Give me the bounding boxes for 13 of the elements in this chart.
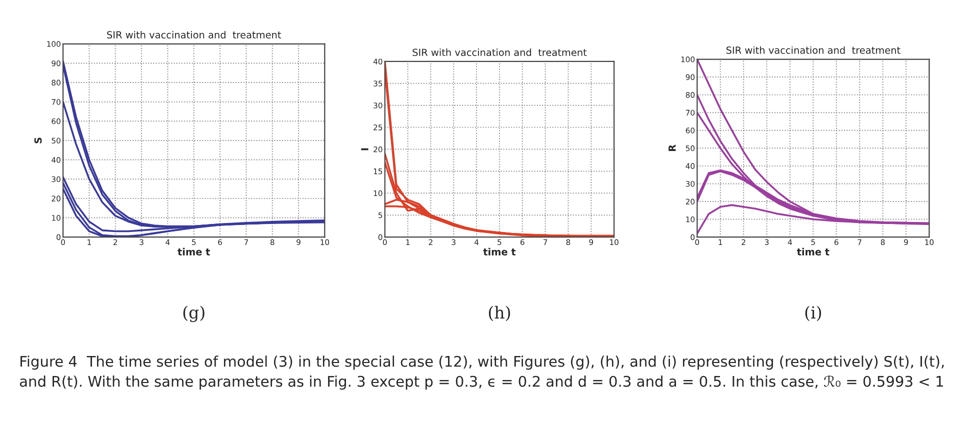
chart-title: SIR with vaccination and treatment <box>412 48 587 56</box>
y-axis-title: S <box>34 138 42 144</box>
text: (i) <box>805 306 822 322</box>
chart-title: SIR with vaccination and treatment <box>107 30 282 38</box>
text: (g) <box>183 306 204 322</box>
text: (h) <box>488 306 510 322</box>
x-axis-title: time t <box>178 248 210 256</box>
chart-title: SIR with vaccination and treatment <box>726 46 900 54</box>
x-axis-title: time t <box>483 248 516 256</box>
y-axis-title: I <box>361 148 368 150</box>
x-axis-title: time t <box>796 248 830 256</box>
caption: Figure 4 The time series of model (3) in the special case (12), with Figures (g), (h), and (i) representing (respectively) S(t), I(t), and R(t). With the same parameters as in Fig. 3 except p = 0.3, ϵ = 0.2 and d = 0.3 and a = 0.5. In this case, ℛ₀ = 0.5993 < 1 <box>20 356 944 390</box>
y-axis-title: R <box>668 144 676 152</box>
